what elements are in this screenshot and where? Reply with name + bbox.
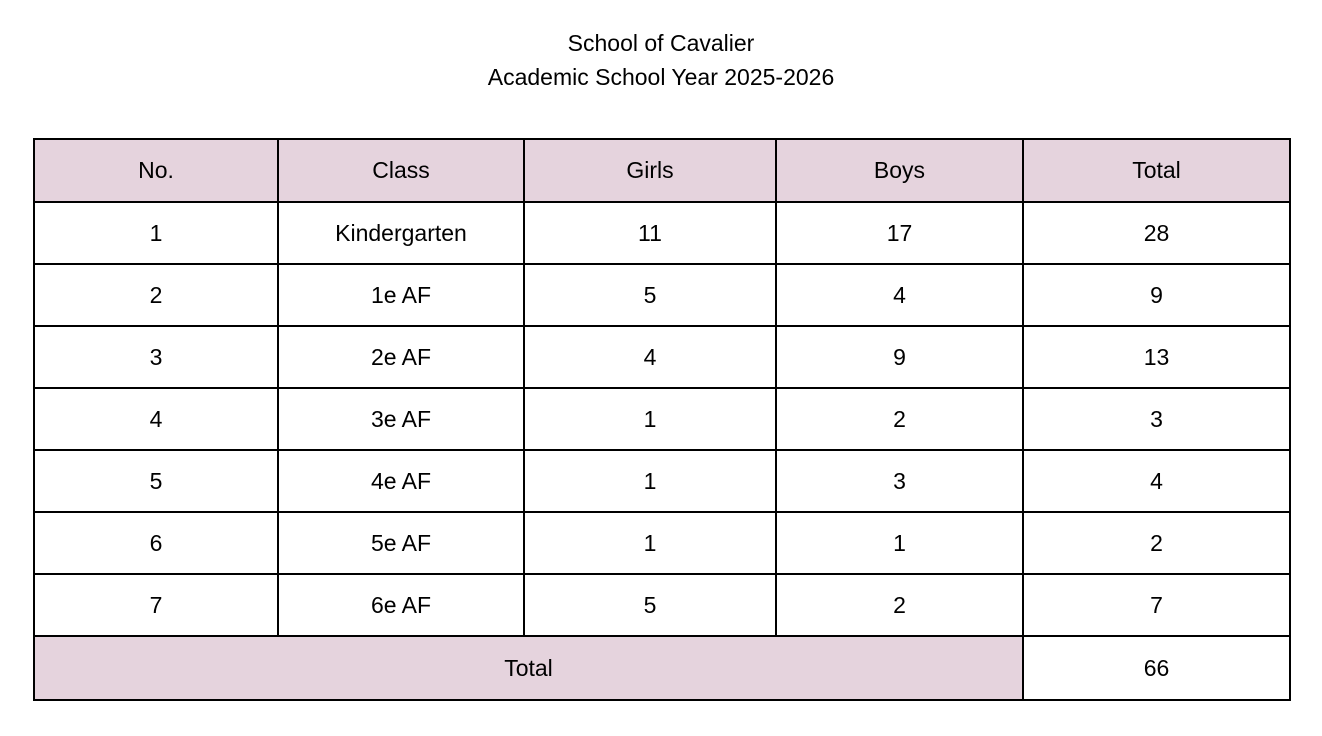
cell-boys: 1 xyxy=(775,511,1024,575)
column-header-no: No. xyxy=(33,138,279,203)
cell-no: 4 xyxy=(33,387,279,451)
cell-no: 1 xyxy=(33,201,279,265)
cell-total: 7 xyxy=(1022,573,1291,637)
table-row: 7 6e AF 5 2 7 xyxy=(33,573,1291,637)
table-row: 3 2e AF 4 9 13 xyxy=(33,325,1291,389)
title-block: School of Cavalier Academic School Year … xyxy=(0,0,1322,94)
cell-total: 28 xyxy=(1022,201,1291,265)
cell-girls: 11 xyxy=(523,201,777,265)
enrollment-table: No. Class Girls Boys Total 1 Kindergarten 11 17… xyxy=(33,138,1291,701)
cell-total: 9 xyxy=(1022,263,1291,327)
cell-girls: 1 xyxy=(523,511,777,575)
column-header-class: Class xyxy=(277,138,525,203)
column-header-boys: Boys xyxy=(775,138,1024,203)
cell-boys: 2 xyxy=(775,387,1024,451)
table-header-row: No. Class Girls Boys Total xyxy=(33,138,1291,203)
cell-total: 4 xyxy=(1022,449,1291,513)
cell-no: 6 xyxy=(33,511,279,575)
cell-girls: 1 xyxy=(523,449,777,513)
cell-boys: 9 xyxy=(775,325,1024,389)
page-title: School of Cavalier xyxy=(567,30,755,56)
page-subtitle: Academic School Year 2025-2026 xyxy=(487,64,835,90)
table-row: 1 Kindergarten 11 17 28 xyxy=(33,201,1291,265)
cell-class: 2e AF xyxy=(277,325,525,389)
cell-no: 2 xyxy=(33,263,279,327)
cell-no: 7 xyxy=(33,573,279,637)
table-row: 5 4e AF 1 3 4 xyxy=(33,449,1291,513)
cell-no: 5 xyxy=(33,449,279,513)
cell-class: 1e AF xyxy=(277,263,525,327)
cell-boys: 3 xyxy=(775,449,1024,513)
cell-class: 6e AF xyxy=(277,573,525,637)
column-header-total: Total xyxy=(1022,138,1291,203)
cell-no: 3 xyxy=(33,325,279,389)
footer-total-label: Total xyxy=(33,635,1024,701)
cell-class: Kindergarten xyxy=(277,201,525,265)
cell-girls: 5 xyxy=(523,263,777,327)
footer-total-value: 66 xyxy=(1022,635,1291,701)
cell-class: 4e AF xyxy=(277,449,525,513)
cell-boys: 4 xyxy=(775,263,1024,327)
cell-boys: 17 xyxy=(775,201,1024,265)
cell-girls: 4 xyxy=(523,325,777,389)
cell-boys: 2 xyxy=(775,573,1024,637)
table-row: 2 1e AF 5 4 9 xyxy=(33,263,1291,327)
table-footer-row: Total 66 xyxy=(33,635,1291,701)
column-header-girls: Girls xyxy=(523,138,777,203)
cell-class: 5e AF xyxy=(277,511,525,575)
cell-girls: 1 xyxy=(523,387,777,451)
cell-girls: 5 xyxy=(523,573,777,637)
table-row: 4 3e AF 1 2 3 xyxy=(33,387,1291,451)
cell-total: 13 xyxy=(1022,325,1291,389)
table-row: 6 5e AF 1 1 2 xyxy=(33,511,1291,575)
cell-total: 3 xyxy=(1022,387,1291,451)
cell-total: 2 xyxy=(1022,511,1291,575)
cell-class: 3e AF xyxy=(277,387,525,451)
